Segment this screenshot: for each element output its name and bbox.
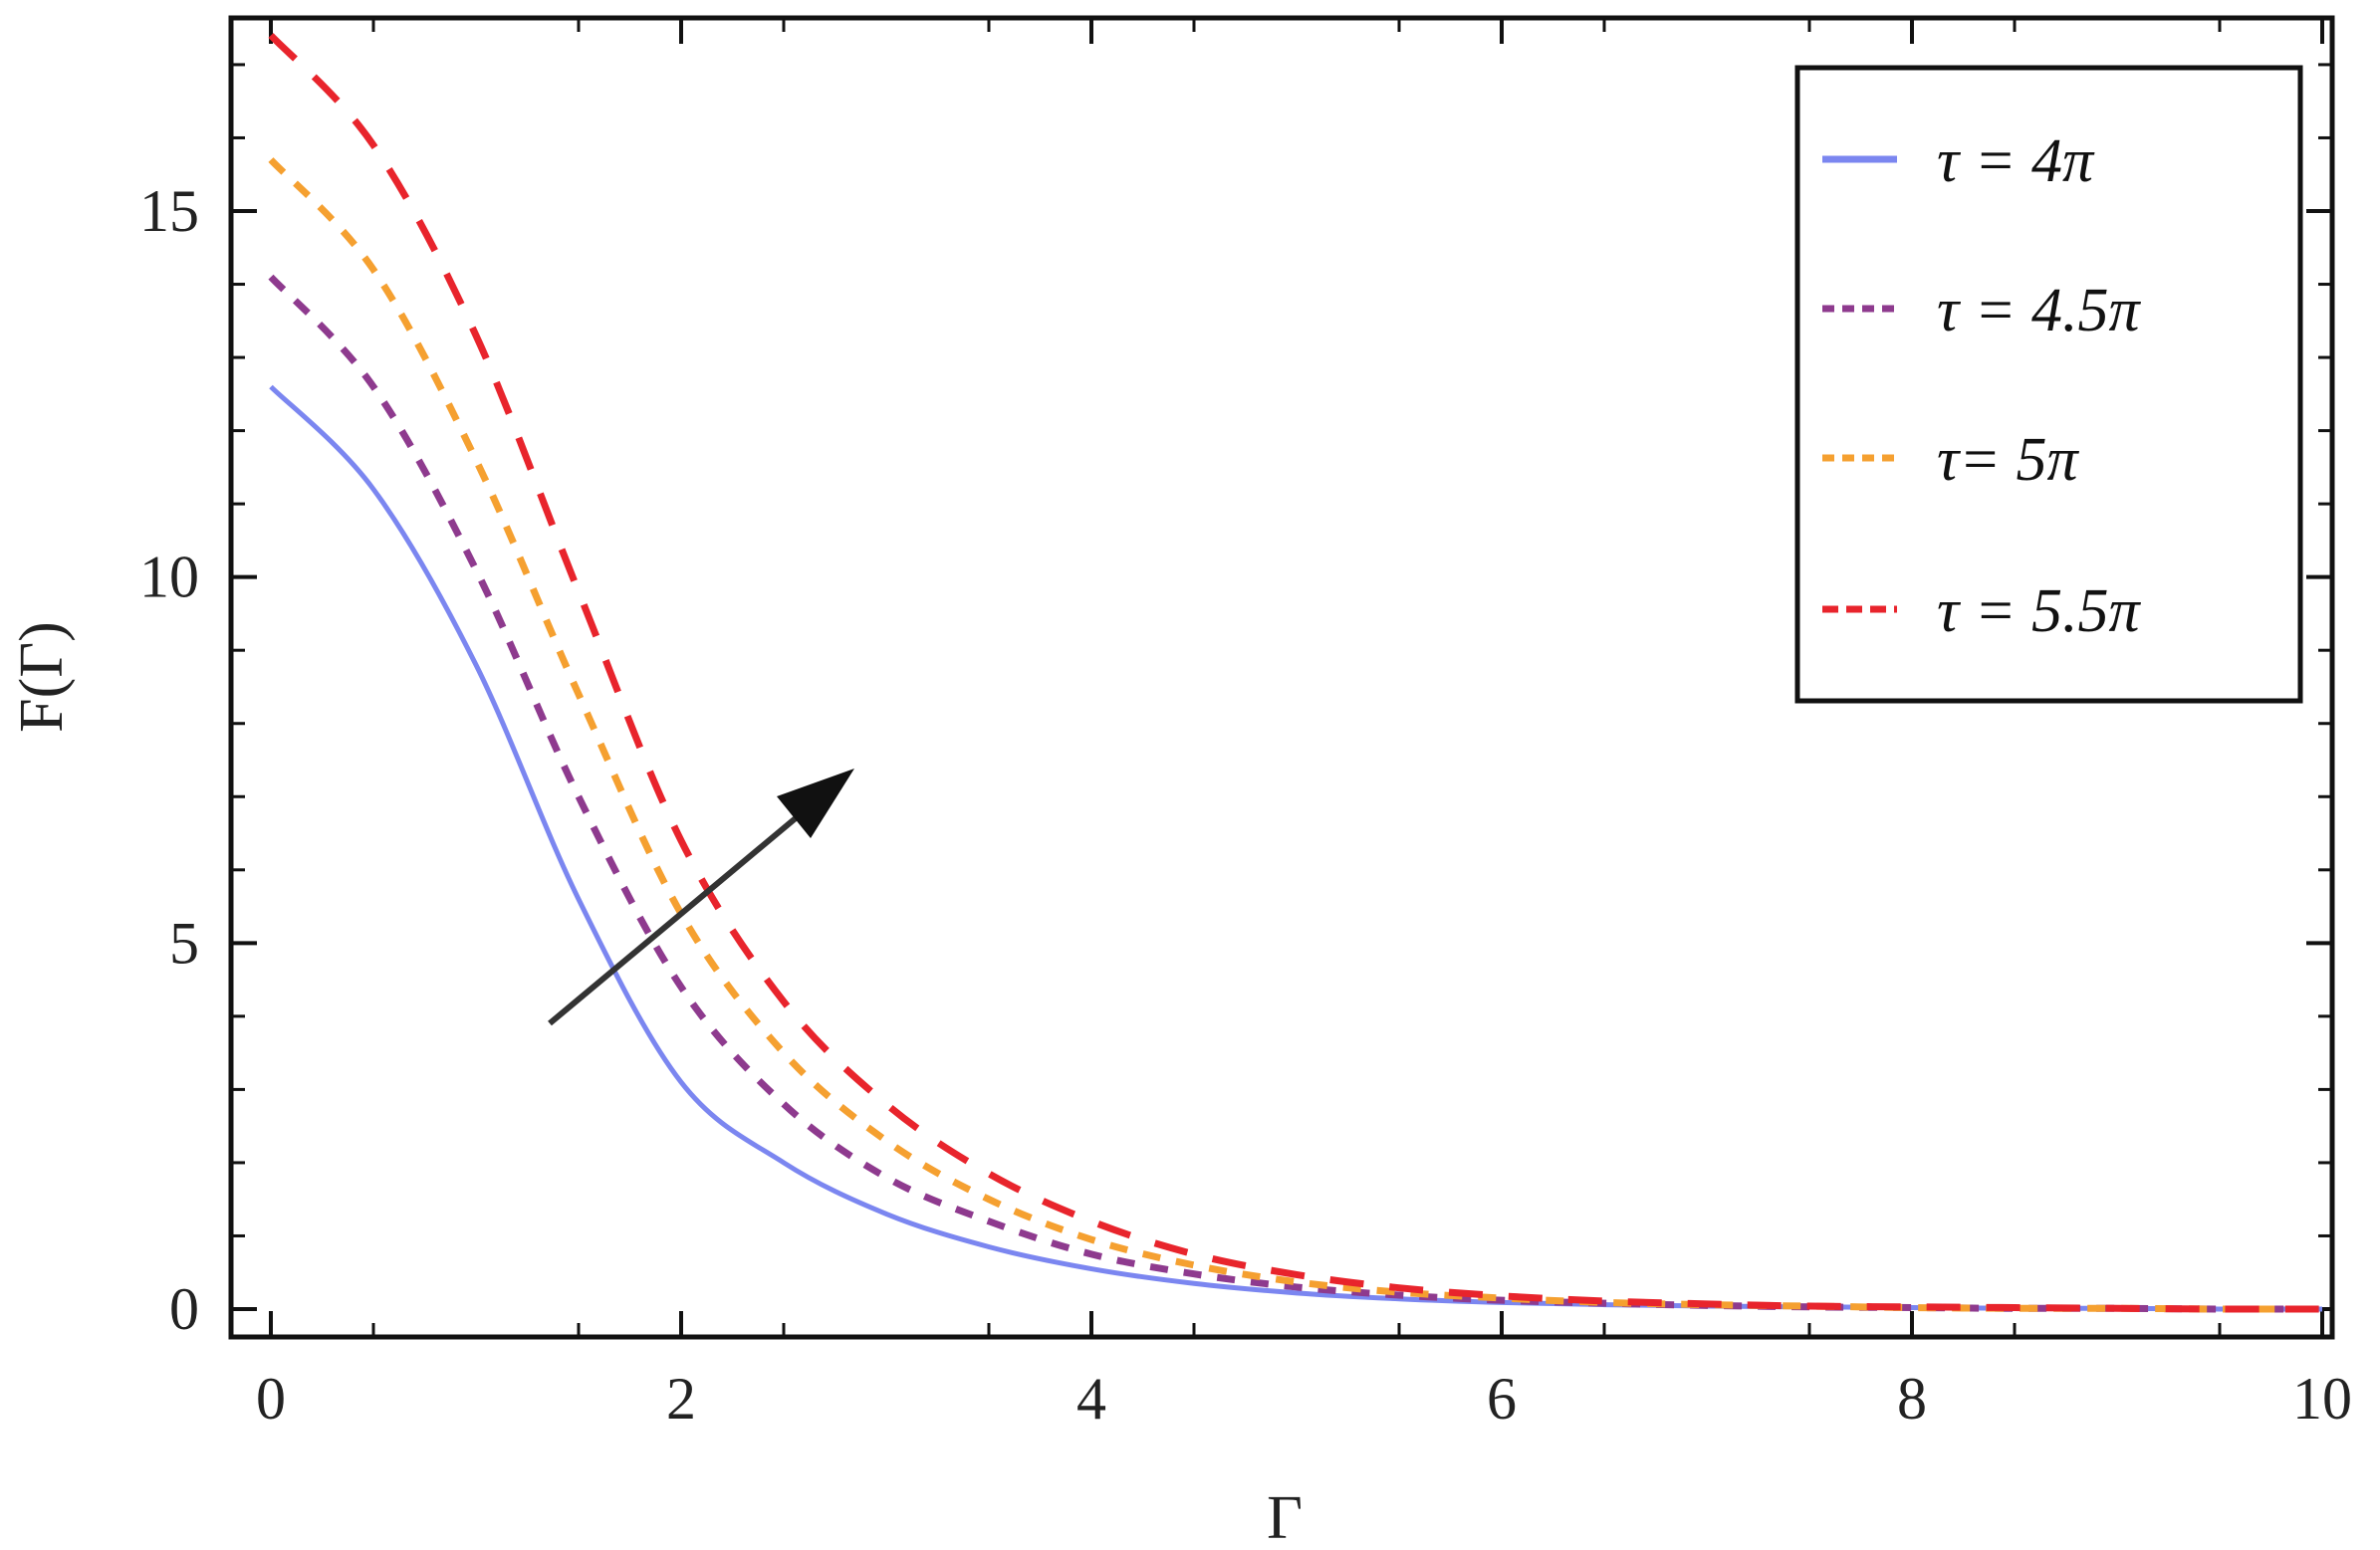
legend: τ = 4π τ = 4.5π τ= 5π τ = 5.5π bbox=[1794, 65, 2303, 704]
y-tick-label: 5 bbox=[169, 910, 199, 976]
x-tick-label: 4 bbox=[1076, 1366, 1106, 1432]
legend-label-2: τ= 5π bbox=[1937, 426, 2080, 494]
y-tick-label: 0 bbox=[169, 1276, 199, 1342]
x-tick-label: 8 bbox=[1897, 1366, 1927, 1432]
y-tick-label: 10 bbox=[139, 545, 199, 610]
series-line-1 bbox=[268, 274, 2323, 1313]
legend-label-1: τ = 4.5π bbox=[1937, 277, 2142, 344]
y-tick-label: 15 bbox=[139, 178, 199, 244]
x-tick-label: 6 bbox=[1487, 1366, 1517, 1432]
x-tick-label: 2 bbox=[666, 1366, 696, 1432]
legend-label-3: τ = 5.5π bbox=[1937, 577, 2142, 645]
legend-label-0: τ = 4π bbox=[1937, 127, 2095, 195]
axis-ticks: 0 2 4 6 8 10 0 5 10 15 bbox=[139, 18, 2352, 1432]
increase-arrow-icon bbox=[548, 769, 854, 1026]
x-axis-title: Γ bbox=[1267, 1484, 1303, 1550]
series-layer bbox=[268, 33, 2323, 1313]
arrow-shaft bbox=[548, 799, 817, 1026]
x-tick-label: 10 bbox=[2292, 1366, 2352, 1432]
legend-box bbox=[1794, 65, 2303, 704]
x-tick-label: 0 bbox=[256, 1366, 286, 1432]
y-axis-title: F(Γ) bbox=[8, 621, 76, 733]
series-line-3 bbox=[268, 33, 2323, 1313]
arrow-head bbox=[777, 769, 854, 838]
